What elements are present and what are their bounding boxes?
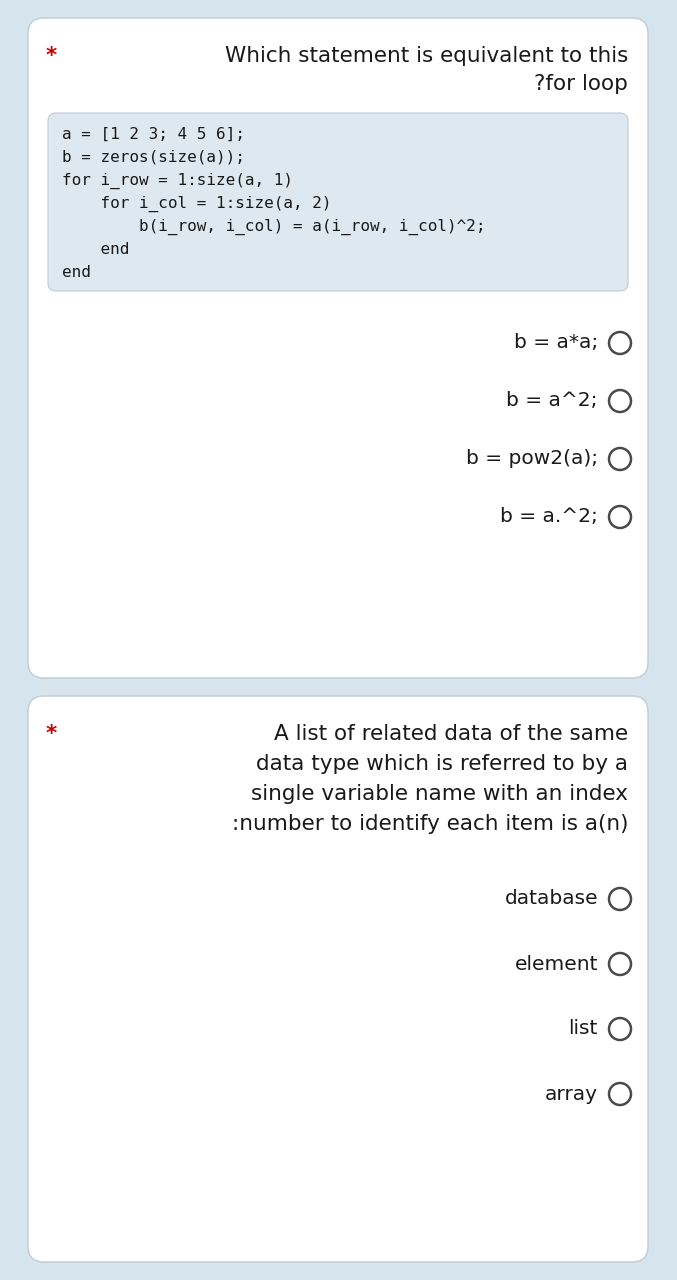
Text: *: * (46, 46, 58, 67)
Text: for i_col = 1:size(a, 2): for i_col = 1:size(a, 2) (62, 196, 332, 212)
Text: single variable name with an index: single variable name with an index (251, 783, 628, 804)
Text: b = a^2;: b = a^2; (506, 392, 598, 411)
Text: b(i_row, i_col) = a(i_row, i_col)^2;: b(i_row, i_col) = a(i_row, i_col)^2; (62, 219, 485, 236)
Text: *: * (46, 724, 58, 744)
Text: Which statement is equivalent to this: Which statement is equivalent to this (225, 46, 628, 67)
Text: b = zeros(size(a));: b = zeros(size(a)); (62, 150, 245, 165)
Text: b = pow2(a);: b = pow2(a); (466, 449, 598, 468)
Text: database: database (504, 890, 598, 909)
Text: list: list (569, 1019, 598, 1038)
Text: a = [1 2 3; 4 5 6];: a = [1 2 3; 4 5 6]; (62, 127, 245, 142)
Text: data type which is referred to by a: data type which is referred to by a (256, 754, 628, 774)
Text: end: end (62, 242, 129, 257)
Text: b = a.^2;: b = a.^2; (500, 507, 598, 526)
Text: :number to identify each item is a(n): :number to identify each item is a(n) (232, 814, 628, 835)
Text: b = a*a;: b = a*a; (514, 334, 598, 352)
FancyBboxPatch shape (48, 113, 628, 291)
Text: array: array (545, 1084, 598, 1103)
Text: ?for loop: ?for loop (534, 74, 628, 93)
FancyBboxPatch shape (28, 696, 648, 1262)
FancyBboxPatch shape (28, 18, 648, 678)
Text: element: element (515, 955, 598, 974)
Text: A list of related data of the same: A list of related data of the same (274, 724, 628, 744)
Text: end: end (62, 265, 91, 280)
Text: for i_row = 1:size(a, 1): for i_row = 1:size(a, 1) (62, 173, 293, 189)
